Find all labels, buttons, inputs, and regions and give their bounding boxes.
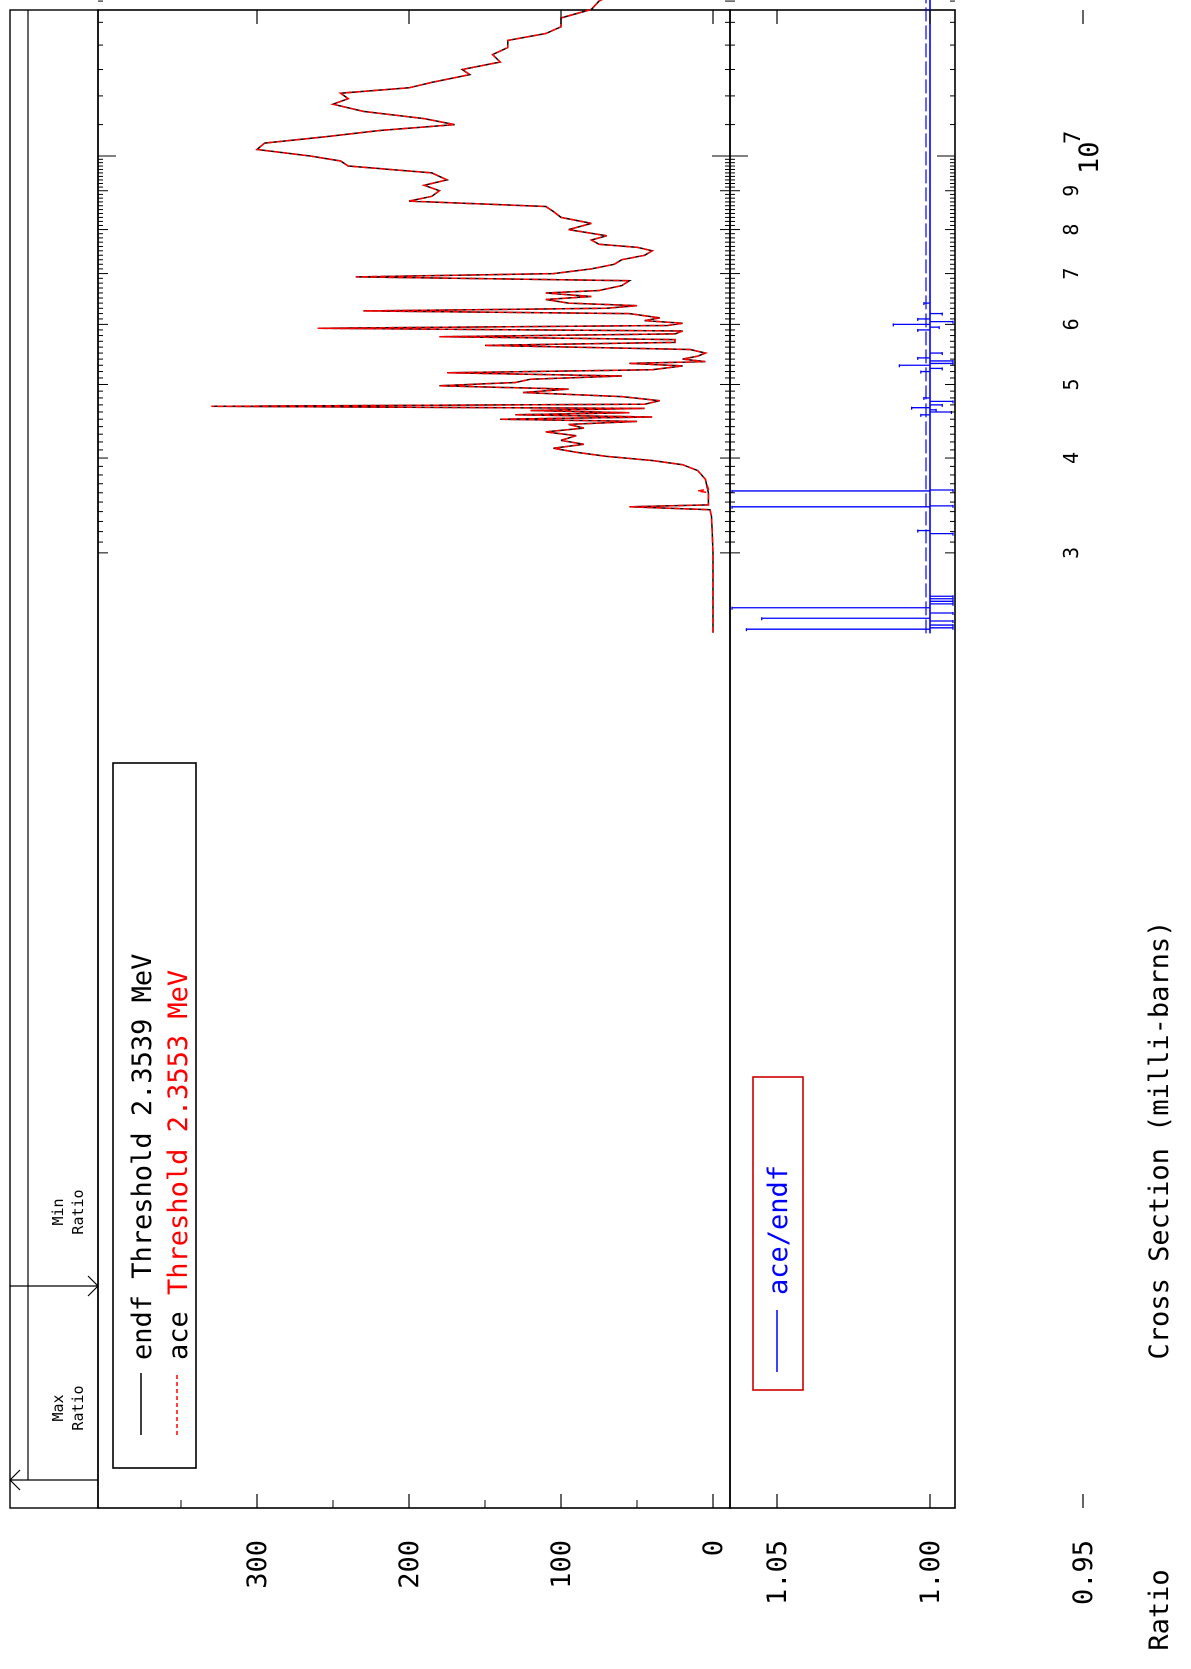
energy-tick-label: 4 <box>1059 452 1083 464</box>
bottom-panel-plot <box>731 0 954 634</box>
cross-section-tick-label: 200 <box>394 1540 425 1589</box>
ratio-tick-label: 1.05 <box>762 1540 793 1605</box>
bottom-legend: ace/endf <box>752 1076 804 1391</box>
cross-section-tick-label: 300 <box>242 1540 273 1589</box>
legend-label-endf: endf Threshold 2.3539 MeV <box>127 954 158 1360</box>
energy-decade-base: 10 <box>1074 141 1105 174</box>
ratio-tick-label: 1.00 <box>915 1540 946 1605</box>
top-legend-box <box>112 762 197 1469</box>
cross-section-tick-label: 100 <box>546 1540 577 1589</box>
ratio-tick-label: 0.95 <box>1068 1540 1099 1605</box>
bottom-panel-ylabel: Ratio <box>1144 1569 1175 1650</box>
energy-tick-label: 5 <box>1059 378 1083 390</box>
energy-decade-exponent: 7 <box>1061 131 1086 144</box>
bottom-legend-box <box>752 1076 804 1391</box>
top-legend: endf Threshold 2.3539 MeV ace Threshold … <box>112 762 197 1469</box>
legend-label-ratio: ace/endf <box>763 1165 794 1295</box>
cross-section-tick-label: 0 <box>698 1540 729 1556</box>
energy-tick-label: 8 <box>1059 224 1083 236</box>
energy-tick-label: 7 <box>1059 268 1083 280</box>
max-ratio-arrow-icon <box>9 1469 21 1491</box>
min-ratio-label-line2: Ratio <box>69 1189 87 1234</box>
energy-axis-ticks: 345678923456789107108 <box>98 0 1105 559</box>
max-ratio-marker: Max Ratio <box>9 1385 98 1491</box>
legend-label-ace-prefix: ace <box>163 1295 194 1360</box>
ratio-scale-strip: Max Ratio Min Ratio <box>9 9 99 1509</box>
min-ratio-label-line1: Min <box>49 1198 67 1225</box>
top-panel-ylabel: Cross Section (milli-barns) <box>1144 921 1175 1360</box>
energy-tick-label: 9 <box>1059 185 1083 197</box>
value-axis-ticks: 0 100 200 300 0.95 1.00 1.05 <box>180 10 1099 1605</box>
max-ratio-label-line1: Max <box>49 1394 67 1421</box>
energy-tick-label: 3 <box>1059 547 1083 559</box>
energy-tick-label: 6 <box>1059 318 1083 330</box>
series-line-ace <box>211 0 714 633</box>
legend-label-ace: ace Threshold 2.3553 MeV <box>163 970 194 1360</box>
bottom-panel-frame <box>729 9 956 1509</box>
max-ratio-label-line2: Ratio <box>69 1385 87 1430</box>
min-ratio-marker: Min Ratio <box>10 1189 99 1297</box>
legend-label-ace-threshold: Threshold 2.3553 MeV <box>163 970 194 1295</box>
